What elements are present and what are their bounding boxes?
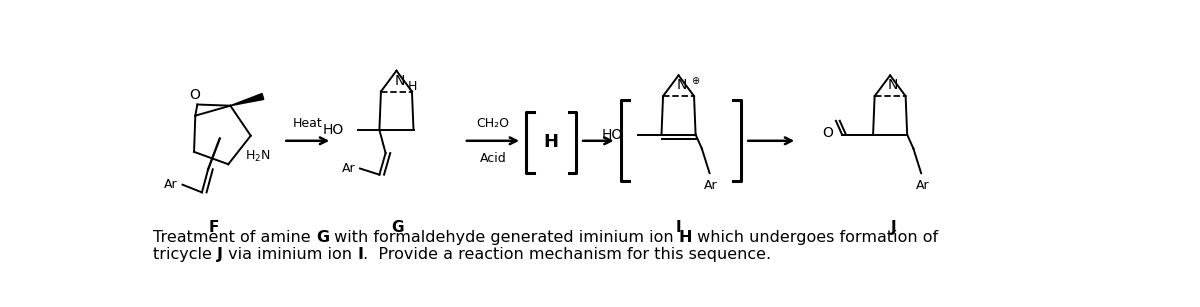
Text: CH₂O: CH₂O [476, 117, 510, 130]
Text: H: H [407, 80, 416, 93]
Text: N: N [677, 78, 686, 92]
Text: $\oplus$: $\oplus$ [691, 75, 701, 86]
Text: Acid: Acid [480, 152, 506, 165]
Text: H: H [679, 231, 692, 245]
Text: J: J [217, 247, 223, 262]
Text: Ar: Ar [916, 179, 930, 192]
Text: Ar: Ar [704, 179, 718, 192]
Text: I: I [358, 247, 364, 262]
Text: Treatment of amine: Treatment of amine [154, 231, 316, 245]
Text: H: H [544, 133, 558, 151]
Text: HO: HO [601, 128, 623, 142]
Text: G: G [391, 220, 404, 235]
Text: which undergoes formation of: which undergoes formation of [692, 231, 938, 245]
Text: N: N [395, 74, 404, 88]
Text: I: I [676, 220, 682, 235]
Text: Ar: Ar [342, 162, 355, 175]
Text: O: O [188, 88, 199, 102]
Text: Heat: Heat [293, 117, 323, 130]
Text: via iminium ion: via iminium ion [223, 247, 358, 262]
Text: J: J [892, 220, 896, 235]
Text: tricycle: tricycle [154, 247, 217, 262]
Text: HO: HO [323, 123, 343, 137]
Text: F: F [209, 220, 218, 235]
Polygon shape [230, 94, 264, 106]
Text: H$_2$N: H$_2$N [245, 149, 270, 164]
Text: Ar: Ar [164, 178, 178, 191]
Text: N: N [888, 78, 899, 92]
Text: .  Provide a reaction mechanism for this sequence.: . Provide a reaction mechanism for this … [364, 247, 772, 262]
Text: with formaldehyde generated iminium ion: with formaldehyde generated iminium ion [329, 231, 679, 245]
Text: O: O [822, 126, 833, 140]
Text: G: G [316, 231, 329, 245]
